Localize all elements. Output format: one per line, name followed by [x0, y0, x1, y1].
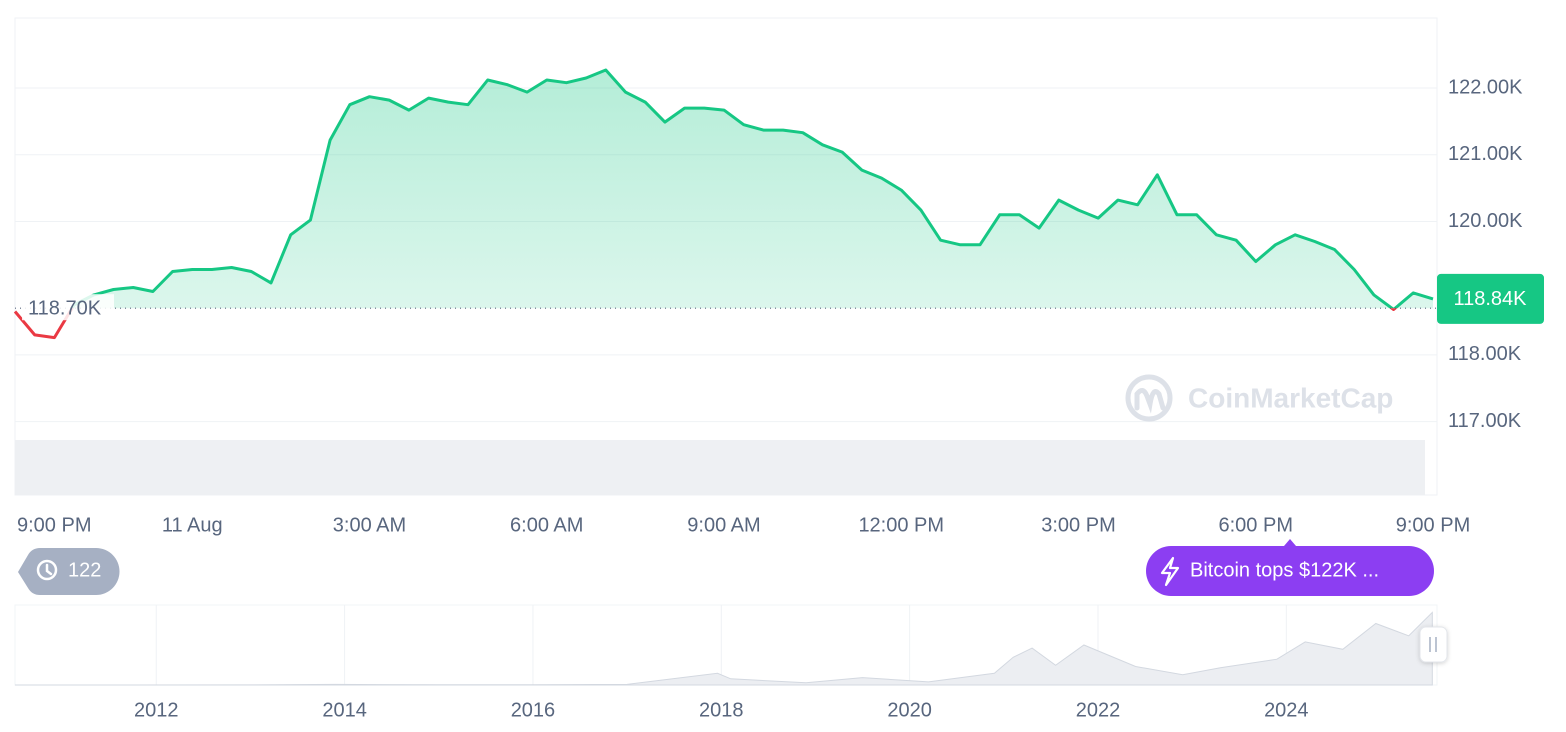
overview-area [14, 611, 1433, 686]
x-tick-label: 2022 [1076, 699, 1121, 721]
price-line-up [70, 68, 1434, 309]
current-price-box [1437, 273, 1544, 324]
x-tick-label: 6:00 AM [510, 514, 583, 536]
x-tick-label: 2012 [134, 699, 179, 721]
x-tick-label: 9:00 PM [17, 514, 91, 536]
x-tick-label: 2020 [887, 699, 932, 721]
x-tick-label: 2024 [1264, 699, 1309, 721]
y-tick-label: 117.00K [1448, 410, 1522, 432]
x-tick-label: 3:00 AM [333, 514, 406, 536]
history-badge[interactable]: 122 [18, 548, 120, 595]
price-area [72, 70, 1433, 309]
reference-label-bg [22, 294, 114, 321]
x-tick-label: 2018 [699, 699, 744, 721]
x-tick-label: 2014 [322, 699, 367, 721]
y-tick-label: 118.00K [1448, 343, 1522, 365]
x-tick-label: 6:00 PM [1219, 514, 1293, 536]
x-tick-label: 9:00 AM [687, 514, 760, 536]
watermark: CoinMarketCap [1125, 374, 1393, 422]
y-tick-label: 122.00K [1448, 76, 1523, 98]
x-tick-label: 3:00 PM [1041, 514, 1115, 536]
current-price-label: 118.84K [1453, 288, 1527, 310]
main-chart: 117.00K 118.00K 120.00K 121.00K 122.00K 118.7… [13, 68, 1544, 536]
news-text: Bitcoin tops $122K ... [1190, 559, 1379, 581]
news-pill[interactable]: Bitcoin tops $122K ... [1146, 539, 1434, 596]
y-tick-label: 120.00K [1448, 210, 1523, 232]
watermark-text: CoinMarketCap [1188, 382, 1393, 413]
navigator-handle[interactable] [1419, 626, 1448, 663]
x-tick-label: 12:00 PM [858, 514, 944, 536]
x-tick-label: 9:00 PM [1396, 514, 1470, 536]
reference-label: 118.70K [28, 297, 102, 319]
history-count: 122 [68, 559, 101, 581]
x-tick-label: 11 Aug [162, 514, 223, 536]
x-tick-label: 2016 [511, 699, 556, 721]
y-tick-label: 121.00K [1448, 143, 1523, 165]
volume-band [15, 440, 1425, 495]
navigator: 2012 2014 2016 2018 2020 2022 2024 [14, 605, 1433, 721]
